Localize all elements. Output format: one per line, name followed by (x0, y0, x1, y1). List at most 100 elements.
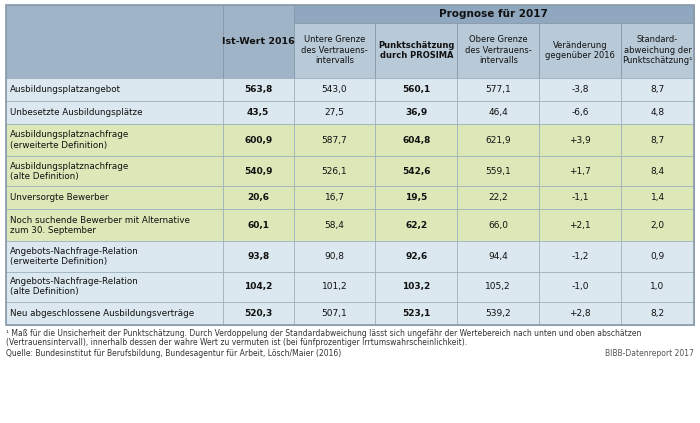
Text: +2,8: +2,8 (569, 309, 591, 318)
Text: +1,7: +1,7 (569, 167, 591, 176)
Bar (223, 209, 293, 242)
Text: 0,9: 0,9 (650, 252, 665, 261)
Bar (539, 272, 621, 302)
Text: -1,0: -1,0 (571, 282, 589, 291)
Bar (293, 78, 375, 101)
Bar (621, 101, 694, 124)
Bar (375, 209, 457, 242)
Bar (457, 242, 539, 272)
Bar (223, 272, 293, 302)
Bar (6, 5, 694, 325)
Bar (293, 23, 375, 78)
Text: Standard-
abweichung der
Punktschätzung¹: Standard- abweichung der Punktschätzung¹ (622, 36, 693, 65)
Text: 8,7: 8,7 (650, 136, 665, 145)
Text: -3,8: -3,8 (571, 85, 589, 94)
Text: 60,1: 60,1 (247, 221, 270, 230)
Text: 542,6: 542,6 (402, 167, 430, 176)
Bar (6, 78, 223, 101)
Bar (621, 124, 694, 156)
Text: Quelle: Bundesinstitut für Berufsbildung, Bundesagentur für Arbeit, Lösch/Maier : Quelle: Bundesinstitut für Berufsbildung… (6, 349, 342, 358)
Text: 62,2: 62,2 (405, 221, 428, 230)
Bar (539, 101, 621, 124)
Bar (621, 209, 694, 242)
Bar (457, 124, 539, 156)
Text: 523,1: 523,1 (402, 309, 430, 318)
Text: 22,2: 22,2 (489, 193, 508, 202)
Bar (375, 101, 457, 124)
Text: 604,8: 604,8 (402, 136, 430, 145)
Bar (223, 78, 293, 101)
Bar (539, 302, 621, 325)
Bar (621, 187, 694, 209)
Bar (539, 124, 621, 156)
Bar (621, 242, 694, 272)
Text: 621,9: 621,9 (486, 136, 511, 145)
Bar (375, 78, 457, 101)
Bar (375, 124, 457, 156)
Text: 27,5: 27,5 (325, 108, 344, 117)
Text: -1,1: -1,1 (571, 193, 589, 202)
Bar (293, 302, 375, 325)
Text: 539,2: 539,2 (486, 309, 511, 318)
Text: Ist-Wert 2016: Ist-Wert 2016 (222, 37, 295, 46)
Text: 8,2: 8,2 (650, 309, 664, 318)
Bar (6, 124, 223, 156)
Text: 93,8: 93,8 (247, 252, 270, 261)
Text: Neu abgeschlossene Ausbildungsverträge: Neu abgeschlossene Ausbildungsverträge (10, 309, 194, 318)
Text: 587,7: 587,7 (321, 136, 347, 145)
Bar (293, 187, 375, 209)
Text: Unbesetzte Ausbildungsplätze: Unbesetzte Ausbildungsplätze (10, 108, 143, 117)
Bar (293, 272, 375, 302)
Text: 20,6: 20,6 (247, 193, 270, 202)
Text: Ausbildungsplatznachfrage
(erweiterte Definition): Ausbildungsplatznachfrage (erweiterte De… (10, 130, 130, 150)
Bar (621, 23, 694, 78)
Bar (6, 242, 223, 272)
Bar (6, 187, 223, 209)
Bar (6, 5, 223, 78)
Bar (539, 156, 621, 187)
Text: +2,1: +2,1 (569, 221, 591, 230)
Text: +3,9: +3,9 (569, 136, 591, 145)
Text: Noch suchende Bewerber mit Alternative
zum 30. September: Noch suchende Bewerber mit Alternative z… (10, 216, 190, 235)
Bar (375, 302, 457, 325)
Text: 16,7: 16,7 (325, 193, 344, 202)
Text: 8,4: 8,4 (650, 167, 664, 176)
Text: 104,2: 104,2 (244, 282, 272, 291)
Bar (293, 124, 375, 156)
Bar (457, 187, 539, 209)
Bar (621, 272, 694, 302)
Bar (539, 242, 621, 272)
Text: 43,5: 43,5 (247, 108, 270, 117)
Text: 559,1: 559,1 (485, 167, 511, 176)
Bar (6, 101, 223, 124)
Text: 66,0: 66,0 (489, 221, 508, 230)
Bar (539, 78, 621, 101)
Bar (621, 156, 694, 187)
Text: Punktschätzung
durch PROSIMA: Punktschätzung durch PROSIMA (378, 41, 454, 60)
Text: 526,1: 526,1 (322, 167, 347, 176)
Text: Ausbildungsplatznachfrage
(alte Definition): Ausbildungsplatznachfrage (alte Definiti… (10, 162, 130, 181)
Bar (223, 101, 293, 124)
Bar (457, 156, 539, 187)
Text: 19,5: 19,5 (405, 193, 428, 202)
Text: Untere Grenze
des Vertrauens-
intervalls: Untere Grenze des Vertrauens- intervalls (301, 36, 368, 65)
Text: 560,1: 560,1 (402, 85, 430, 94)
Text: 543,0: 543,0 (322, 85, 347, 94)
Bar (539, 23, 621, 78)
Text: ¹ Maß für die Unsicherheit der Punktschätzung. Durch Verdoppelung der Standardab: ¹ Maß für die Unsicherheit der Punktschä… (6, 329, 641, 338)
Text: 4,8: 4,8 (650, 108, 664, 117)
Bar (223, 124, 293, 156)
Bar (375, 156, 457, 187)
Text: BIBB-Datenreport 2017: BIBB-Datenreport 2017 (605, 349, 694, 358)
Text: Angebots-Nachfrage-Relation
(alte Definition): Angebots-Nachfrage-Relation (alte Defini… (10, 277, 139, 297)
Text: 92,6: 92,6 (405, 252, 428, 261)
Bar (6, 209, 223, 242)
Bar (293, 209, 375, 242)
Bar (293, 101, 375, 124)
Text: 1,4: 1,4 (650, 193, 664, 202)
Bar (621, 78, 694, 101)
Text: 8,7: 8,7 (650, 85, 665, 94)
Bar (457, 23, 539, 78)
Bar (223, 187, 293, 209)
Text: -6,6: -6,6 (571, 108, 589, 117)
